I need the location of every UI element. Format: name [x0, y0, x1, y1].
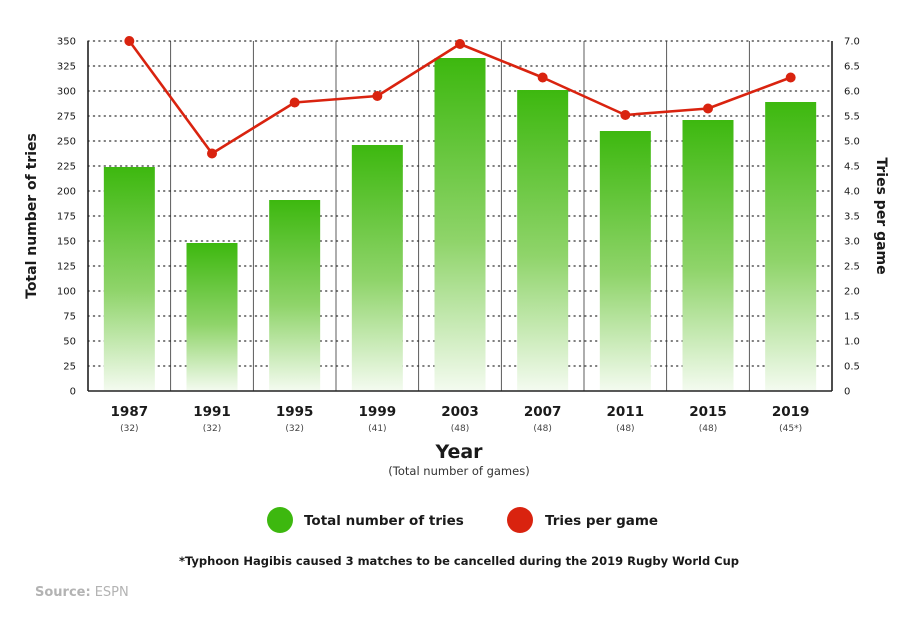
y2-tick-label: 1.5 — [844, 312, 860, 323]
year-label: 2019 — [772, 404, 810, 420]
bar-2007 — [517, 90, 569, 391]
source-label: Source: — [35, 585, 91, 600]
y-tick-label: 300 — [57, 87, 76, 98]
bar-1999 — [351, 145, 403, 391]
y-tick-label: 325 — [57, 62, 76, 73]
bar-2011 — [599, 131, 651, 391]
category-labels: 1987 (32) 1991 (32) 1995 (32) 1999 (41) 2003 (48)… — [111, 404, 810, 434]
legend-per-game-label: Tries per game — [545, 513, 658, 529]
point-2015 — [703, 103, 713, 114]
games-count-label: (32) — [285, 424, 303, 434]
y2-tick-label: 7.0 — [844, 37, 860, 48]
point-1999 — [372, 91, 383, 101]
y-tick-label: 225 — [57, 162, 76, 173]
y2-axis-title: Tries per game — [873, 157, 889, 274]
y2-tick-label: 4.0 — [844, 187, 860, 198]
y2-tick-label: 4.5 — [844, 162, 860, 173]
point-1995 — [289, 97, 300, 108]
legend: Total number of tries Tries per game — [267, 507, 658, 533]
y-tick-label: 350 — [57, 37, 76, 48]
y2-tick-label: 3.5 — [844, 212, 860, 223]
year-label: 1999 — [359, 404, 397, 420]
y-tick-label: 125 — [57, 262, 76, 273]
footnote: *Typhoon Hagibis caused 3 matches to be … — [179, 554, 739, 568]
bar-1987 — [103, 167, 155, 391]
games-count-label: (48) — [533, 424, 551, 434]
games-count-label: (45*) — [779, 424, 802, 434]
y2-tick-label: 6.0 — [844, 87, 860, 98]
y-tick-label: 250 — [57, 137, 76, 148]
y2-tick-label: 0 — [844, 387, 850, 398]
y-tick-label: 75 — [63, 312, 76, 323]
y-tick-label: 175 — [57, 212, 76, 223]
y2-tick-label: 2.5 — [844, 262, 860, 273]
bar-1995 — [269, 200, 321, 391]
y2-tick-label: 5.5 — [844, 112, 860, 123]
tries-per-game-line — [124, 36, 796, 159]
bar-2015 — [682, 120, 734, 391]
y2-tick-label: 1.0 — [844, 337, 860, 348]
y-tick-label: 100 — [57, 287, 76, 298]
y2-tick-label: 2.0 — [844, 287, 860, 298]
legend-tries-swatch — [267, 507, 293, 533]
games-count-label: (32) — [203, 424, 221, 434]
year-label: 1995 — [276, 404, 314, 420]
year-label: 2015 — [689, 404, 727, 420]
y-tick-label: 200 — [57, 187, 76, 198]
year-label: 1991 — [193, 404, 231, 420]
legend-tries-label: Total number of tries — [304, 513, 464, 529]
games-count-label: (48) — [699, 424, 717, 434]
x-axis-title: Year — [434, 441, 483, 463]
games-count-label: (48) — [451, 424, 469, 434]
point-1987 — [124, 36, 135, 46]
y2-tick-label: 5.0 — [844, 137, 860, 148]
games-count-label: (32) — [120, 424, 138, 434]
y-axis-title: Total number of tries — [24, 133, 40, 299]
bars — [103, 58, 817, 391]
y-tick-label: 0 — [70, 387, 76, 398]
source-value: ESPN — [95, 585, 129, 600]
point-2007 — [537, 72, 548, 83]
legend-per-game-swatch — [507, 507, 533, 533]
x-axis-subtitle: (Total number of games) — [388, 464, 529, 478]
y2-tick-label: 6.5 — [844, 62, 860, 73]
y2-tick-label: 3.0 — [844, 237, 860, 248]
year-label: 2011 — [607, 404, 645, 420]
tick-labels: 0 25 50 75 100 125 150 175 200 225 250 275 300 325 350… — [57, 37, 860, 398]
point-1991 — [207, 148, 217, 159]
point-2003 — [455, 39, 465, 49]
y-tick-label: 50 — [63, 337, 76, 348]
year-label: 2007 — [524, 404, 562, 420]
source: Source: ESPN — [35, 585, 129, 600]
y-tick-label: 25 — [63, 362, 76, 373]
point-2011 — [620, 110, 631, 120]
axes — [87, 41, 833, 392]
games-count-label: (48) — [616, 424, 634, 434]
bar-2003 — [434, 58, 486, 391]
year-label: 2003 — [441, 404, 479, 420]
y-tick-label: 150 — [57, 237, 76, 248]
y2-tick-label: 0.5 — [844, 362, 860, 373]
bar-1991 — [186, 243, 238, 391]
games-count-label: (41) — [368, 424, 386, 434]
point-2019 — [785, 72, 796, 83]
y-tick-label: 275 — [57, 112, 76, 123]
bar-2019 — [765, 102, 817, 391]
year-label: 1987 — [111, 404, 149, 420]
